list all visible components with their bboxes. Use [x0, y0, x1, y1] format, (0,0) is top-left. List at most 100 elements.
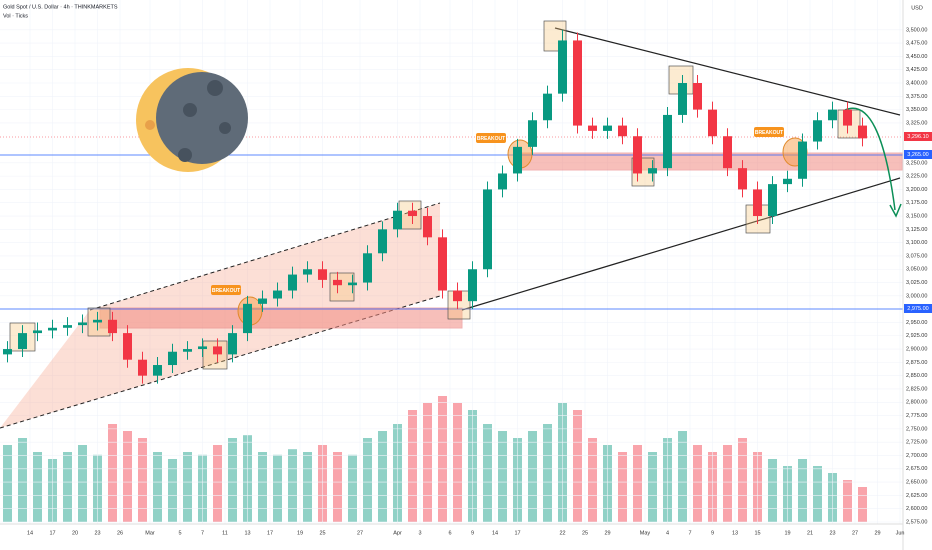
triangle-lower [461, 177, 901, 311]
x-tick-label: 14 [492, 530, 498, 536]
candle-body [273, 290, 282, 299]
price-tag-label: 3,296.10 [907, 134, 928, 140]
price-tag [904, 132, 932, 141]
x-tick-label: 22 [559, 530, 565, 536]
y-tick-label: 2,775.00 [906, 413, 927, 419]
volume-bar [813, 466, 822, 522]
candle-body [288, 274, 297, 291]
candle-body [813, 120, 822, 142]
y-tick-label: 2,725.00 [906, 440, 927, 446]
candle-body [228, 333, 237, 355]
candle-body [468, 269, 477, 302]
candle-body [678, 83, 687, 115]
x-tick-label: May [640, 530, 651, 536]
volume-bar [108, 424, 117, 522]
x-tick-label: 29 [874, 530, 880, 536]
x-tick-label: 21 [807, 530, 813, 536]
x-tick-label: 14 [27, 530, 33, 536]
candle-body [858, 125, 867, 139]
volume-bar [453, 403, 462, 522]
level-tag-label: 2,975.00 [907, 306, 928, 312]
boxes [9, 20, 861, 370]
y-tick-label: 2,950.00 [906, 320, 927, 326]
y-tick-label: 3,200.00 [906, 187, 927, 193]
candles [3, 29, 867, 384]
volume-bar [408, 410, 417, 522]
x-tick-label: 4 [666, 530, 669, 536]
y-tick-label: 3,150.00 [906, 213, 927, 219]
candle-body [393, 210, 402, 230]
candle-body [603, 125, 612, 131]
y-tick-label: 3,000.00 [906, 293, 927, 299]
level-tag [904, 304, 932, 313]
candle-body [138, 359, 147, 376]
y-tick-label: 3,100.00 [906, 240, 927, 246]
candle-body [18, 333, 27, 350]
y-tick-label: 3,125.00 [906, 227, 927, 233]
volume-bar [348, 454, 357, 522]
x-tick-label: 27 [357, 530, 363, 536]
candle-body [3, 349, 12, 355]
candle-body [573, 40, 582, 126]
candle-body [438, 237, 447, 291]
volume-bar [843, 480, 852, 522]
annotation: BREAKOUT [477, 136, 505, 142]
y-tick-label: 3,475.00 [906, 41, 927, 47]
crater [207, 80, 223, 96]
x-tick-label: 15 [754, 530, 760, 536]
volume-bar [258, 452, 267, 522]
box [329, 272, 355, 302]
label-box [754, 127, 784, 137]
x-tick-label: 13 [732, 530, 738, 536]
candle-body [633, 136, 642, 174]
candle-body [708, 109, 717, 137]
axes: 2,575.00 2,600.00 2,625.00 2,650.00 2,675.00… [27, 27, 927, 536]
volume-bar [138, 438, 147, 522]
y-tick-label: 2,600.00 [906, 506, 927, 512]
volume-bar [498, 431, 507, 522]
candle-body [543, 93, 552, 121]
candle-body [453, 290, 462, 302]
y-tick-label: 3,425.00 [906, 67, 927, 73]
y-tick-label: 3,025.00 [906, 280, 927, 286]
candle-body [153, 365, 162, 376]
x-tick-label: 9 [471, 530, 474, 536]
y-tick-label: 3,400.00 [906, 80, 927, 86]
volume-bar [228, 438, 237, 522]
price-axis [903, 0, 932, 550]
candle-body [258, 298, 267, 304]
candle-body [738, 168, 747, 190]
candle-body [768, 184, 777, 217]
candle-body [513, 146, 522, 174]
candle-body [498, 173, 507, 190]
volume-bar [738, 438, 747, 522]
x-tick-label: 17 [267, 530, 273, 536]
volume-bar [588, 438, 597, 522]
volume-bar [858, 487, 867, 522]
volume-bar [798, 459, 807, 522]
y-tick-label: 2,800.00 [906, 400, 927, 406]
candle-body [693, 83, 702, 110]
volume-bar [768, 459, 777, 522]
candle-body [63, 325, 72, 328]
candle-body [318, 269, 327, 280]
y-tick-label: 3,250.00 [906, 160, 927, 166]
candle-body [798, 141, 807, 179]
x-tick-label: 19 [784, 530, 790, 536]
candle-body [408, 210, 417, 217]
volume-bar [123, 431, 132, 522]
candle-body [618, 125, 627, 137]
y-tick-label: 3,375.00 [906, 94, 927, 100]
x-tick-label: 9 [711, 530, 714, 536]
candle-body [648, 168, 657, 174]
annotation: BREAKOUT [212, 288, 240, 294]
x-tick-label: Mar [145, 530, 155, 536]
volume-bar [648, 452, 657, 522]
x-tick-label: 13 [244, 530, 250, 536]
y-tick-label: 3,225.00 [906, 174, 927, 180]
candle-body [588, 125, 597, 131]
candle-body [93, 319, 102, 323]
x-tick-label: 25 [582, 530, 588, 536]
arrow-head [889, 203, 902, 218]
label-box [211, 285, 241, 295]
